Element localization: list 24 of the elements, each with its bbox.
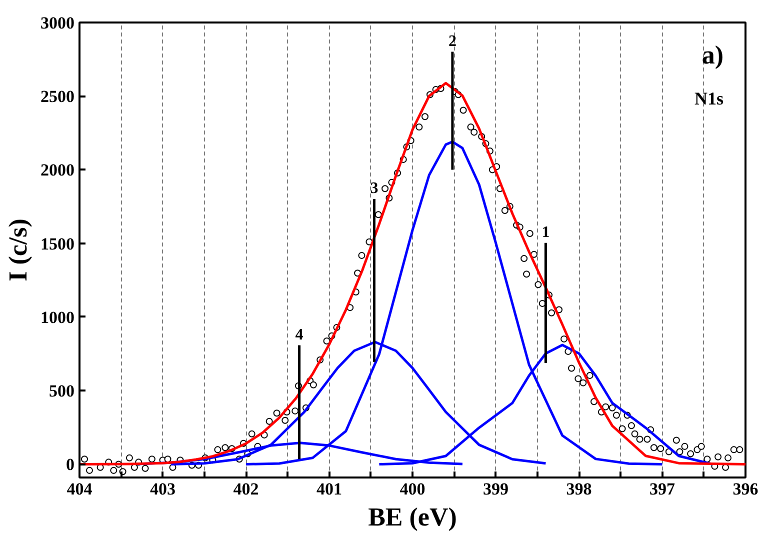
y-tick-label: 1000 <box>40 308 74 327</box>
annotation: 3 <box>370 180 378 198</box>
x-tick-label: 398 <box>566 480 592 498</box>
x-tick-label: 402 <box>233 480 259 498</box>
x-tick-label: 400 <box>400 480 426 498</box>
x-tick-label: 397 <box>650 480 676 498</box>
annotation: a) <box>702 40 724 70</box>
y-tick-label: 3000 <box>40 14 74 32</box>
x-tick-label: 401 <box>316 480 342 498</box>
x-tick-label: 403 <box>150 480 176 498</box>
y-tick-label: 2500 <box>40 87 74 106</box>
annotation: 4 <box>295 326 304 344</box>
x-tick-label: 396 <box>732 480 758 498</box>
annotation: N1s <box>694 88 724 108</box>
annotation: 2 <box>448 32 456 50</box>
annotation: 1 <box>542 224 550 241</box>
x-tick-label: 399 <box>483 480 508 498</box>
y-tick-label: 500 <box>49 382 74 401</box>
y-tick-label: 0 <box>66 455 74 474</box>
x-axis-title: BE (eV) <box>368 502 457 532</box>
x-tick-label: 404 <box>66 480 93 498</box>
y-axis-title: I (c/s) <box>4 218 32 282</box>
y-tick-label: 2000 <box>40 160 74 180</box>
y-tick-label: 1500 <box>40 234 74 254</box>
